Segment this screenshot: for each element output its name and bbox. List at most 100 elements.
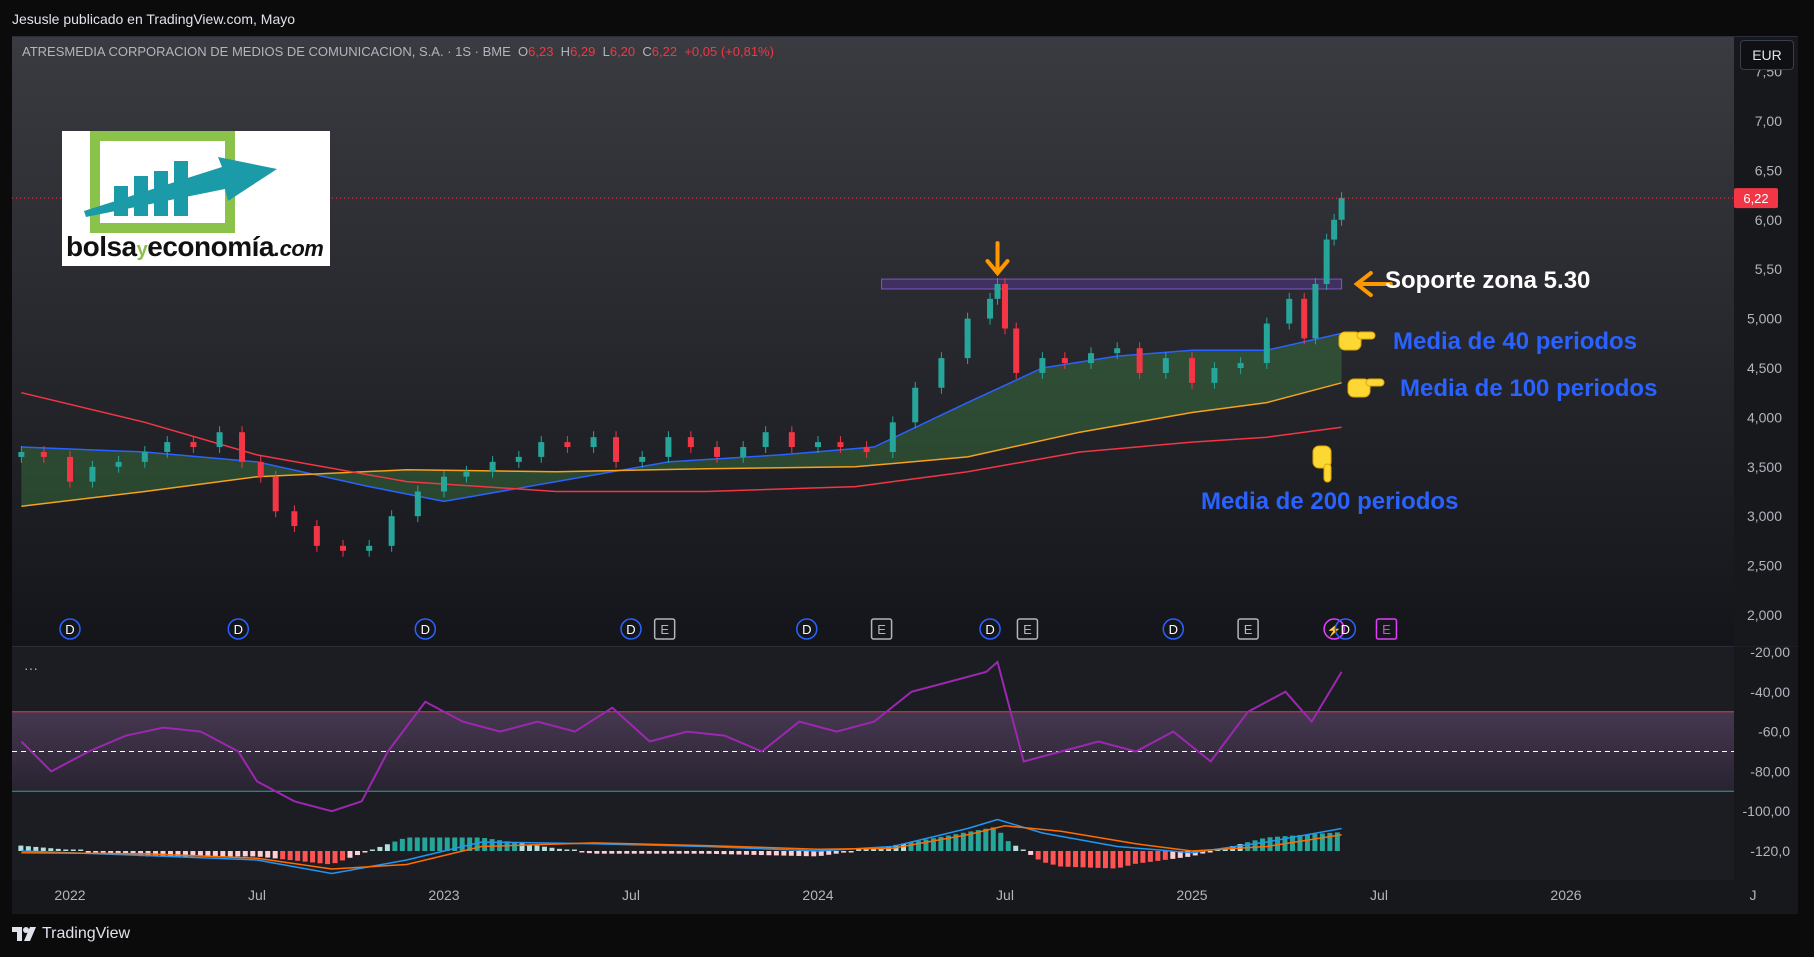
- candle[interactable]: [1088, 353, 1095, 364]
- macd-histogram-bar: [407, 837, 413, 851]
- candle[interactable]: [1237, 363, 1244, 368]
- candle[interactable]: [388, 516, 395, 546]
- candle[interactable]: [1136, 348, 1143, 373]
- split-badge[interactable]: [1323, 618, 1345, 640]
- candle[interactable]: [639, 456, 646, 462]
- candle[interactable]: [1331, 219, 1338, 240]
- symbol-name[interactable]: ATRESMEDIA CORPORACION DE MEDIOS DE COMU…: [22, 44, 511, 59]
- candle[interactable]: [89, 466, 96, 482]
- candle[interactable]: [313, 526, 320, 546]
- candle[interactable]: [1263, 323, 1270, 364]
- candle[interactable]: [994, 284, 1001, 299]
- candle[interactable]: [1189, 358, 1195, 383]
- macd-histogram-bar: [93, 851, 99, 853]
- candle[interactable]: [1061, 358, 1068, 364]
- candle[interactable]: [257, 461, 264, 477]
- footer-bar: [0, 914, 1814, 957]
- macd-histogram-bar: [841, 851, 847, 853]
- candle[interactable]: [564, 442, 571, 448]
- candle[interactable]: [815, 442, 821, 448]
- candle[interactable]: [912, 387, 919, 423]
- candle[interactable]: [1286, 298, 1293, 324]
- candle[interactable]: [463, 471, 470, 477]
- ma-line-200[interactable]: [21, 391, 1342, 493]
- dividend-badge[interactable]: [1334, 618, 1357, 640]
- earnings-badge[interactable]: [1016, 618, 1039, 640]
- candle[interactable]: [538, 442, 545, 457]
- ma-line-40[interactable]: [21, 332, 1342, 503]
- candle[interactable]: [837, 442, 844, 448]
- candle[interactable]: [1338, 198, 1345, 220]
- candle[interactable]: [1301, 298, 1308, 339]
- macd-histogram-bar: [983, 828, 989, 851]
- dividend-badge[interactable]: [227, 618, 250, 640]
- rsi-line[interactable]: [20, 660, 1343, 813]
- earnings-badge[interactable]: [870, 618, 893, 640]
- time-tick-label: Jul: [622, 887, 640, 903]
- support-zone-rect[interactable]: [881, 278, 1343, 290]
- candle[interactable]: [164, 442, 171, 452]
- dividend-badge[interactable]: [59, 618, 81, 640]
- candle[interactable]: [18, 451, 25, 457]
- candle[interactable]: [1323, 239, 1330, 285]
- candle[interactable]: [1312, 284, 1319, 339]
- candle[interactable]: [141, 451, 148, 462]
- candle[interactable]: [40, 451, 47, 457]
- candle[interactable]: [1039, 358, 1046, 373]
- candle[interactable]: [889, 422, 896, 452]
- candle[interactable]: [863, 447, 870, 452]
- candle[interactable]: [340, 545, 347, 551]
- candle[interactable]: [687, 437, 694, 448]
- dividend-badge[interactable]: [620, 618, 642, 640]
- candle[interactable]: [590, 437, 597, 448]
- symbol-legend[interactable]: ATRESMEDIA CORPORACION DE MEDIOS DE COMU…: [22, 44, 774, 59]
- candle[interactable]: [441, 476, 447, 492]
- earnings-badge-label: E: [1382, 622, 1391, 637]
- candle[interactable]: [239, 432, 246, 462]
- candle[interactable]: [762, 432, 769, 448]
- candle[interactable]: [190, 442, 197, 448]
- candle[interactable]: [740, 447, 747, 457]
- candle[interactable]: [987, 298, 994, 319]
- candle[interactable]: [366, 545, 373, 551]
- candle[interactable]: [1114, 348, 1121, 354]
- tradingview-brand[interactable]: TradingView: [12, 925, 130, 943]
- macd-histogram-bar: [1125, 851, 1131, 866]
- candle[interactable]: [665, 437, 672, 457]
- dividend-badge[interactable]: [796, 618, 818, 640]
- indicator-tick-label: -100,00: [1743, 803, 1791, 819]
- candle[interactable]: [272, 476, 279, 512]
- candle[interactable]: [291, 511, 298, 527]
- candle[interactable]: [489, 461, 496, 472]
- candle[interactable]: [613, 437, 620, 462]
- earnings-badge[interactable]: [653, 618, 676, 640]
- macd-histogram-bar: [856, 849, 862, 851]
- candle[interactable]: [515, 456, 522, 462]
- currency-button[interactable]: EUR: [1740, 40, 1794, 70]
- earnings-badge[interactable]: [1375, 618, 1398, 640]
- candle[interactable]: [964, 318, 971, 359]
- candle[interactable]: [115, 461, 122, 467]
- macd-histogram-bar: [1110, 851, 1116, 869]
- price-tick-label: 7,00: [1755, 113, 1782, 129]
- candle[interactable]: [414, 491, 421, 517]
- ma-line-100[interactable]: [21, 382, 1342, 508]
- macd-signal-line[interactable]: [21, 825, 1342, 870]
- indicator-menu[interactable]: ···: [24, 660, 38, 676]
- earnings-badge[interactable]: [1237, 618, 1259, 640]
- dividend-badge[interactable]: [414, 618, 437, 640]
- candle[interactable]: [788, 432, 795, 448]
- dividend-badge[interactable]: [979, 618, 1001, 640]
- candle[interactable]: [1211, 368, 1218, 383]
- candle[interactable]: [714, 447, 721, 457]
- candle[interactable]: [1162, 358, 1169, 373]
- dividend-badge[interactable]: [1162, 618, 1185, 640]
- candle[interactable]: [938, 358, 945, 388]
- macd-line[interactable]: [21, 818, 1342, 875]
- candle[interactable]: [216, 432, 223, 448]
- hand-palm: [1312, 445, 1332, 469]
- candle[interactable]: [1002, 284, 1008, 329]
- candle[interactable]: [67, 456, 73, 482]
- candle[interactable]: [1013, 328, 1020, 373]
